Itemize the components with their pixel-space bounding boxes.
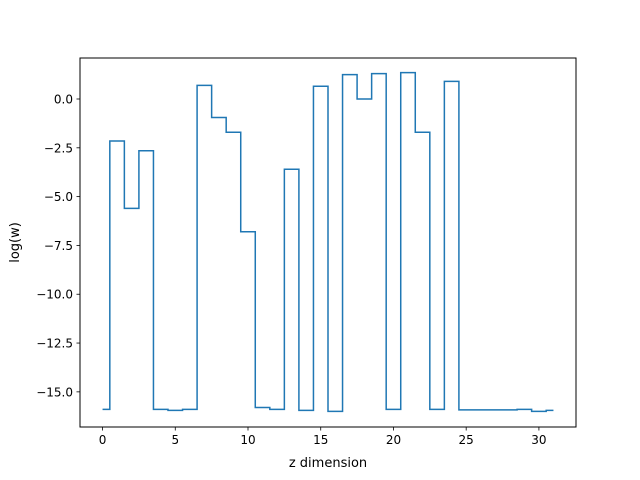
x-tick-label: 20 [386,433,401,447]
y-axis: 0.0 −2.5 −5.0 −7.5 −10.0 −12.5 −15.0 [36,93,80,399]
x-tick-label: 5 [171,433,179,447]
y-tick-label: −2.5 [44,141,73,155]
series-line-0 [102,71,554,413]
y-tick-label: −5.0 [44,190,73,204]
y-tick-label: −10.0 [36,288,73,302]
x-axis-label: z dimension [289,456,367,471]
x-tick-label: 10 [240,433,255,447]
y-tick-label: 0.0 [54,93,73,107]
y-axis-label: log(w) [8,222,23,263]
x-tick-label: 0 [99,433,107,447]
x-tick-label: 15 [313,433,328,447]
series-layer [102,71,554,413]
x-tick-label: 25 [459,433,474,447]
x-tick-label: 30 [531,433,546,447]
x-axis: 0 5 10 15 20 25 30 [99,427,547,447]
plot-frame [79,57,577,428]
y-tick-label: −7.5 [44,239,73,253]
y-tick-label: −12.5 [36,337,73,351]
y-tick-label: −15.0 [36,385,73,399]
